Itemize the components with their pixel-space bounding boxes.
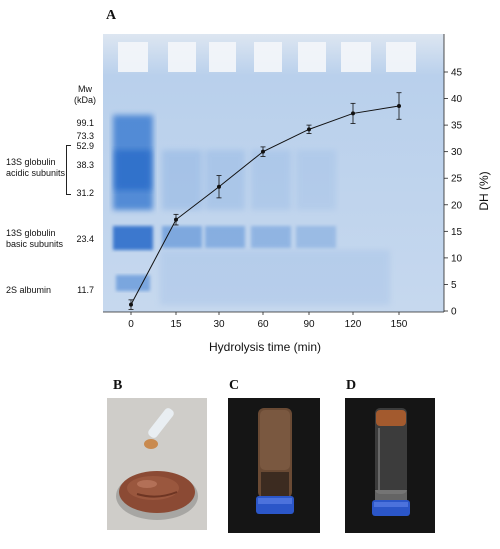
gel-well-0 (118, 42, 148, 72)
gel-band-acidic-lane-4 (296, 150, 336, 210)
photo-b-petri-dish (107, 398, 207, 530)
gel-band-acidic-lane-2 (205, 150, 245, 210)
gel-band-albumin-lane-0 (116, 275, 150, 291)
gel-well-6 (386, 42, 416, 72)
x-tick-label-0: 0 (128, 319, 134, 330)
data-point-0 (129, 302, 133, 307)
panel-a-figure: 0 5 10 15 20 25 30 35 40 45 0 15 30 60 90 120 150 Hydroly… (6, 34, 491, 354)
y-tick-label-15: 15 (451, 227, 463, 238)
y-tick-label-10: 10 (451, 253, 463, 264)
band-label-basic: 13S globulin basic subunits (6, 228, 63, 250)
mw-marker-12: 11.7 (77, 285, 94, 295)
gel-band-basic-lane-0 (113, 226, 153, 250)
y-tick-label-0: 0 (451, 307, 457, 318)
gel-band-acidic-lane-3 (251, 150, 291, 210)
panel-label-d: D (346, 378, 357, 393)
y-tick-label-30: 30 (451, 147, 463, 158)
gel-wells (118, 42, 416, 72)
gel-well-4 (298, 42, 326, 72)
band-label-albumin: 2S albumin (6, 285, 52, 295)
mw-marker-38: 38.3 (76, 160, 94, 170)
data-point-150 (397, 103, 401, 108)
mw-marker-31: 31.2 (76, 188, 94, 198)
gel-band-basic-lane-2 (205, 226, 245, 248)
y-tick-label-45: 45 (451, 68, 463, 79)
data-point-15 (174, 217, 178, 222)
panel-label-a: A (106, 8, 117, 23)
y-tick-label-20: 20 (451, 200, 463, 211)
data-point-90 (307, 127, 311, 132)
photo-c-inverted-vial (228, 398, 320, 533)
gel-low-mw-smear (160, 250, 390, 305)
x-tick-label-120: 120 (345, 319, 362, 330)
gel-band-basic-lane-4 (296, 226, 336, 248)
mw-header: Mw (kDa) (74, 84, 96, 106)
mw-header-line-2: (kDa) (74, 95, 96, 105)
data-point-30 (217, 184, 221, 189)
acidic-bracket (66, 145, 71, 195)
data-point-120 (351, 111, 355, 116)
x-tick-label-15: 15 (170, 319, 182, 330)
mw-marker-73: 73.3 (76, 131, 94, 141)
y-tick-label-25: 25 (451, 174, 463, 185)
gel-band-acidic-lane-1 (162, 150, 202, 210)
mw-marker-53: 52.9 (76, 141, 94, 151)
dh-chart-layer: 0 5 10 15 20 25 30 35 40 45 0 15 30 60 90 120 150 Hydroly… (103, 34, 491, 354)
mw-marker-23: 23.4 (76, 234, 94, 244)
band-label-acidic: 13S globulin acidic subunits (6, 157, 65, 179)
x-tick-label-60: 60 (257, 319, 269, 330)
gel-dh-chart: 0 5 10 15 20 25 30 35 40 45 0 15 30 60 90 120 150 Hydroly… (103, 34, 491, 354)
x-tick-label-90: 90 (303, 319, 315, 330)
x-tick-label-150: 150 (391, 319, 408, 330)
vial-d-graphic (345, 398, 435, 533)
data-point-60 (261, 149, 265, 154)
panel-label-b: B (113, 378, 123, 393)
mw-header-line-1: Mw (78, 84, 92, 94)
y-axis-label: DH (%) (477, 171, 491, 210)
mw-marker-99: 99.1 (76, 118, 94, 128)
x-tick-label-30: 30 (213, 319, 225, 330)
band-label-acidic-line-1: 13S globulin (6, 157, 56, 167)
band-label-basic-line-2: basic subunits (6, 239, 64, 249)
vial-c-graphic (228, 398, 320, 533)
gel-well-1 (168, 42, 196, 72)
gel-well-2 (209, 42, 236, 72)
band-label-basic-line-1: 13S globulin (6, 228, 56, 238)
panel-label-c: C (229, 378, 240, 393)
y-tick-label-40: 40 (451, 94, 463, 105)
gel-bands (113, 115, 390, 305)
band-label-acidic-line-2: acidic subunits (6, 168, 66, 178)
gel-band-basic-lane-1 (162, 226, 202, 248)
gel-well-3 (254, 42, 282, 72)
gel-well-5 (341, 42, 371, 72)
y-tick-label-35: 35 (451, 121, 463, 132)
gel-band-basic-lane-3 (251, 226, 291, 248)
x-axis-label: Hydrolysis time (min) (209, 340, 321, 354)
petri-dish-graphic (107, 398, 207, 530)
photo-d-inverted-vial (345, 398, 435, 533)
gel-band-acidic-core-lane-0 (115, 150, 151, 190)
y-tick-label-5: 5 (451, 280, 457, 291)
